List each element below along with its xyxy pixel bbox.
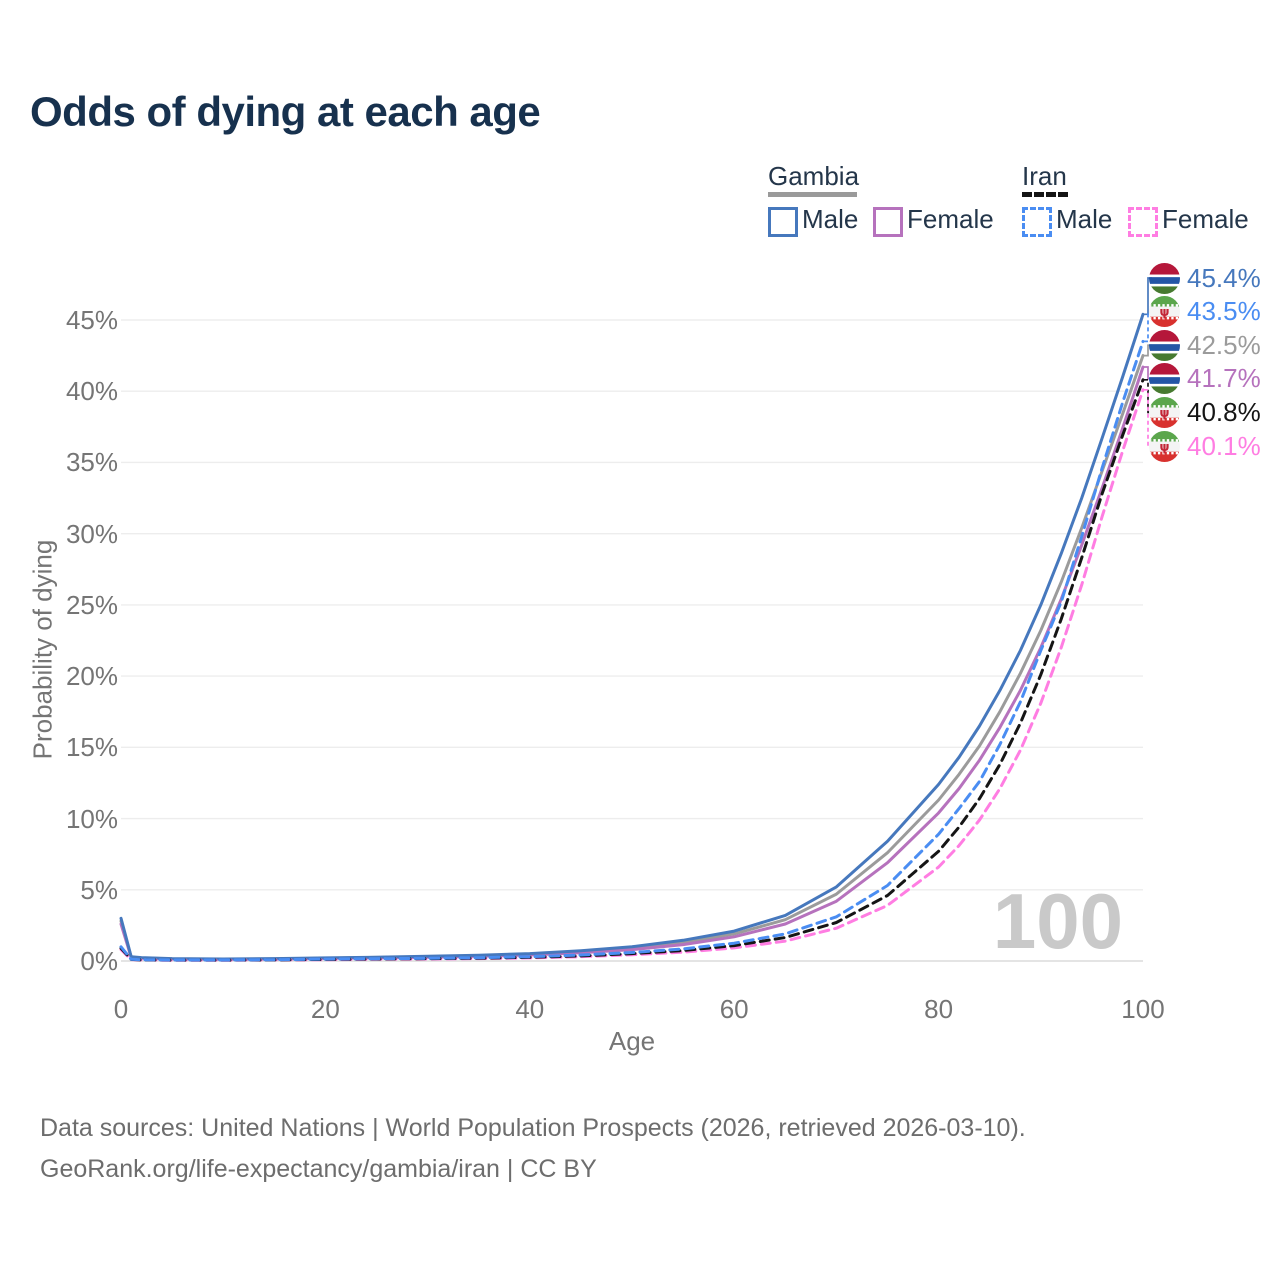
legend-swatch-gambia-male[interactable] bbox=[768, 207, 798, 237]
end-value-iran-total: 40.8% bbox=[1187, 396, 1261, 427]
y-tick-5%: 5% bbox=[80, 874, 118, 905]
series-line-iran-female[interactable] bbox=[119, 388, 1145, 962]
end-value-iran-male: 43.5% bbox=[1187, 296, 1261, 327]
y-tick-35%: 35% bbox=[65, 447, 118, 478]
legend-label-iran-male[interactable]: Male bbox=[1056, 204, 1113, 234]
end-label-row-gambia-total: 42.5% bbox=[1149, 329, 1261, 362]
series-line-gambia-male[interactable] bbox=[119, 312, 1145, 961]
series-line-iran-total[interactable] bbox=[119, 378, 1145, 962]
y-tick-30%: 30% bbox=[65, 518, 118, 549]
y-tick-10%: 10% bbox=[65, 803, 118, 834]
x-tick-100: 100 bbox=[1121, 994, 1165, 1024]
age-watermark: 100 bbox=[992, 877, 1123, 965]
y-tick-40%: 40% bbox=[65, 376, 118, 407]
end-label-row-iran-female: ψ 40.1% bbox=[1149, 430, 1261, 463]
end-label-row-iran-total: ψ 40.8% bbox=[1149, 396, 1261, 429]
x-tick-60: 60 bbox=[719, 994, 749, 1024]
x-tick-80: 80 bbox=[924, 994, 954, 1024]
legend-label-iran-female[interactable]: Female bbox=[1162, 204, 1249, 234]
x-tick-20: 20 bbox=[310, 994, 340, 1024]
end-label-row-gambia-male: 45.4% bbox=[1149, 262, 1261, 295]
end-label-row-iran-male: ψ 43.5% bbox=[1149, 295, 1261, 328]
x-tick-0: 0 bbox=[113, 994, 129, 1024]
svg-text:ψ: ψ bbox=[1160, 405, 1170, 420]
series-line-gambia-total[interactable] bbox=[119, 354, 1145, 961]
legend-label-gambia-male[interactable]: Male bbox=[802, 204, 859, 234]
leader-line-iran-female bbox=[1144, 388, 1152, 447]
y-axis-title: Probability of dying bbox=[27, 539, 58, 760]
flag-icon-gambia bbox=[1149, 329, 1180, 361]
footer-sources: Data sources: United Nations | World Pop… bbox=[40, 1114, 1026, 1142]
flag-icon-iran: ψ bbox=[1149, 430, 1180, 462]
legend-group-gambia: Gambia bbox=[768, 161, 860, 191]
flag-icon-gambia bbox=[1149, 363, 1180, 395]
footer-link: GeoRank.org/life-expectancy/gambia/iran … bbox=[40, 1155, 597, 1183]
svg-text:ψ: ψ bbox=[1160, 438, 1170, 453]
y-tick-45%: 45% bbox=[65, 305, 118, 335]
end-value-iran-female: 40.1% bbox=[1187, 430, 1261, 461]
legend-group-iran: Iran bbox=[1022, 161, 1067, 191]
y-tick-20%: 20% bbox=[65, 661, 118, 692]
end-value-gambia-male: 45.4% bbox=[1187, 262, 1261, 293]
legend-label-gambia-female[interactable]: Female bbox=[907, 204, 994, 234]
page-title: Odds of dying at each age bbox=[30, 88, 541, 135]
y-tick-15%: 15% bbox=[65, 732, 118, 763]
legend-swatch-gambia-female[interactable] bbox=[873, 207, 903, 237]
svg-text:ψ: ψ bbox=[1160, 304, 1170, 319]
flag-icon-iran: ψ bbox=[1149, 296, 1180, 328]
end-value-gambia-total: 42.5% bbox=[1187, 329, 1261, 360]
footer: Data sources: United Nations | World Pop… bbox=[40, 1108, 1026, 1190]
flag-icon-iran: ψ bbox=[1149, 396, 1180, 428]
series-line-gambia-female[interactable] bbox=[119, 365, 1145, 961]
legend-underline-gambia bbox=[768, 192, 857, 197]
flag-icon-gambia bbox=[1149, 262, 1180, 294]
x-tick-40: 40 bbox=[515, 994, 545, 1024]
series-line-iran-male[interactable] bbox=[119, 339, 1145, 962]
y-tick-0%: 0% bbox=[80, 946, 118, 976]
legend-swatch-iran-male[interactable] bbox=[1022, 207, 1052, 237]
end-label-row-gambia-female: 41.7% bbox=[1149, 362, 1261, 395]
legend-swatch-iran-female[interactable] bbox=[1128, 207, 1158, 237]
end-value-gambia-female: 41.7% bbox=[1187, 363, 1261, 394]
x-axis-title: Age bbox=[608, 1026, 656, 1056]
y-tick-25%: 25% bbox=[65, 589, 118, 620]
legend-underline-iran bbox=[1022, 192, 1068, 197]
